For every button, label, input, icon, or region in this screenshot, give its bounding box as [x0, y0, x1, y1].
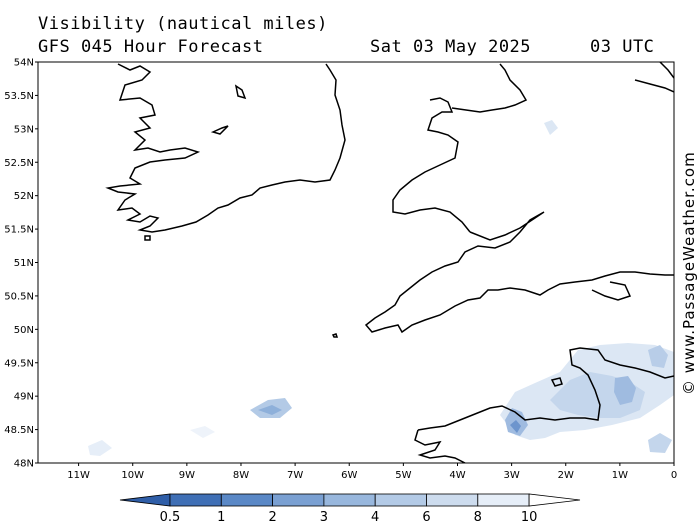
visibility-shading [88, 120, 674, 456]
forecast-label: GFS 045 Hour Forecast [38, 37, 264, 57]
visibility-area-small-2 [190, 426, 215, 438]
longitude-axis: 11W 10W 9W 8W 7W 6W 5W 4W 3W 2W 1W 0 [67, 463, 677, 481]
lat-tick-label: 49.5N [4, 358, 34, 369]
forecast-date: Sat 03 May 2025 [370, 37, 532, 57]
legend-label: 8 [474, 510, 482, 525]
coastlines [105, 62, 674, 463]
lon-tick-label: 8W [233, 470, 249, 481]
latitude-axis: 54N 53.5N 53N 52.5N 52N 51.5N 51N 50.5N 50N 49.5N… [4, 58, 38, 470]
visibility-area-east [614, 376, 636, 405]
coastline-channel-islands [550, 377, 563, 387]
lon-tick-label: 11W [67, 470, 90, 481]
legend-label: 10 [521, 510, 538, 525]
lat-tick-label: 54N [14, 58, 34, 69]
legend-label: 0.5 [160, 510, 181, 525]
legend-swatch [323, 493, 376, 507]
legend-swatch [477, 493, 530, 507]
coastline-thames [634, 79, 674, 93]
visibility-area-core [510, 420, 521, 433]
coastline-england-south [364, 211, 674, 334]
lon-tick-label: 6W [341, 470, 357, 481]
visibility-area-seine [648, 345, 668, 368]
lon-tick-label: 5W [395, 470, 411, 481]
legend-arrow-left [119, 493, 171, 507]
coastline-england-east [451, 63, 528, 113]
lat-tick-label: 49N [14, 392, 34, 403]
legend-swatch [272, 493, 325, 507]
lon-tick-label: 2W [558, 470, 574, 481]
coastline-irish-islands [144, 84, 247, 241]
lat-tick-label: 53N [14, 124, 34, 135]
lon-tick-label: 10W [121, 470, 144, 481]
lon-tick-label: 7W [287, 470, 303, 481]
legend-swatch [220, 493, 274, 507]
visibility-area-small-1 [544, 120, 558, 135]
coastline-france [417, 347, 674, 431]
legend-label: 1 [217, 510, 225, 525]
lat-tick-label: 50N [14, 325, 34, 336]
legend-label: 4 [371, 510, 379, 525]
lat-tick-label: 48N [14, 459, 34, 470]
lat-tick-label: 52.5N [4, 158, 34, 169]
coastline-brittany-south [414, 429, 466, 463]
visibility-area-small-4 [648, 433, 672, 453]
lon-tick-label: 1W [612, 470, 628, 481]
legend-label: 6 [422, 510, 430, 525]
lat-tick-label: 50.5N [4, 291, 34, 302]
visibility-area-small-3 [88, 440, 112, 456]
coastline-scilly [331, 333, 339, 338]
chart-title: Visibility (nautical miles) [38, 14, 328, 34]
lon-tick-label: 3W [503, 470, 519, 481]
lat-tick-label: 53.5N [4, 91, 34, 102]
lon-tick-label: 4W [449, 470, 465, 481]
lon-tick-label: 0 [671, 470, 677, 481]
legend-label: 3 [320, 510, 328, 525]
lat-tick-label: 51.5N [4, 225, 34, 236]
forecast-time: 03 UTC [590, 37, 655, 57]
legend-swatch [374, 493, 427, 507]
coastline-wales [392, 97, 471, 233]
legend-arrow-right [528, 493, 581, 507]
legend-label: 2 [268, 510, 276, 525]
visibility-legend: 0.5 1 2 3 4 6 8 10 [119, 493, 581, 525]
coastline-solent [591, 281, 632, 301]
legend-swatch [426, 493, 479, 507]
lat-tick-label: 48.5N [4, 425, 34, 436]
lat-tick-label: 51N [14, 258, 34, 269]
lat-tick-label: 52N [14, 191, 34, 202]
visibility-area-sea-core [258, 405, 282, 415]
coastline-east-anglia [659, 62, 674, 79]
lon-tick-label: 9W [179, 470, 195, 481]
credit-text: © www.PassageWeather.com [680, 151, 698, 395]
legend-swatch [169, 493, 222, 507]
coastline-ireland [105, 63, 346, 233]
